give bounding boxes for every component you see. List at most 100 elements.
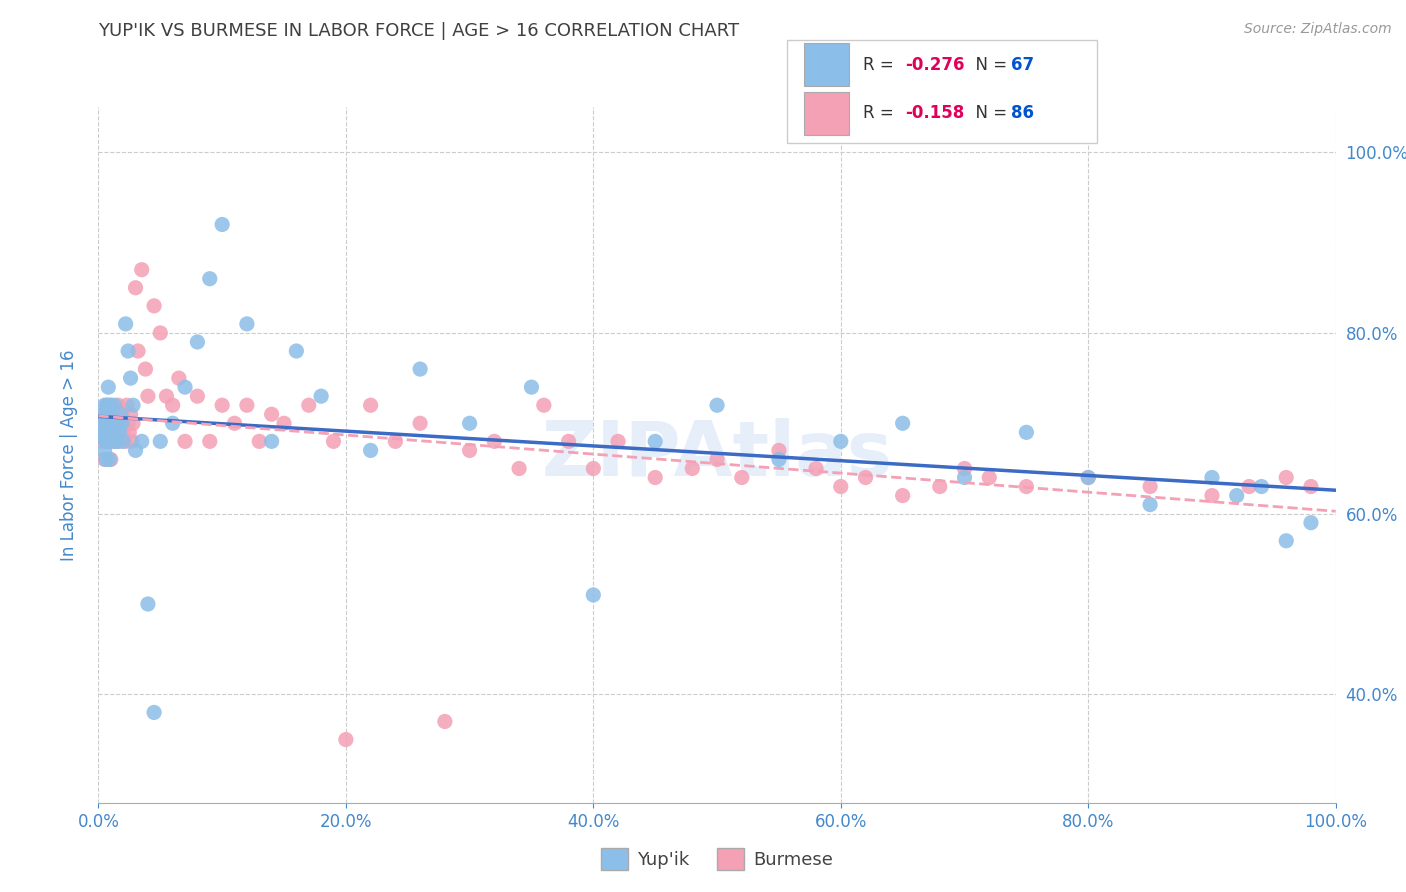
Point	[1237, 479, 1260, 493]
Point	[198, 434, 221, 449]
Point	[100, 417, 122, 431]
Point	[928, 479, 950, 493]
Point	[100, 434, 122, 449]
Point	[174, 380, 197, 394]
Point	[110, 407, 132, 421]
Point	[115, 398, 138, 412]
Point	[285, 344, 308, 359]
Point	[112, 417, 135, 431]
Point	[607, 434, 630, 449]
Point	[120, 371, 142, 385]
Point	[681, 461, 703, 475]
Point	[107, 398, 129, 412]
Point	[484, 434, 506, 449]
Point	[104, 417, 127, 431]
Point	[93, 443, 115, 458]
Y-axis label: In Labor Force | Age > 16: In Labor Force | Age > 16	[59, 349, 77, 561]
Point	[101, 425, 124, 440]
Point	[309, 389, 332, 403]
Point	[1250, 479, 1272, 493]
Point	[143, 706, 166, 720]
Point	[131, 262, 153, 277]
Point	[855, 470, 877, 484]
Point	[520, 380, 543, 394]
Point	[112, 425, 135, 440]
Text: N =: N =	[965, 56, 1012, 74]
Point	[1015, 479, 1038, 493]
Point	[1226, 489, 1249, 503]
Point	[124, 443, 146, 458]
Point	[131, 434, 153, 449]
Point	[174, 434, 197, 449]
Point	[96, 398, 118, 412]
Point	[101, 417, 124, 431]
Point	[111, 417, 134, 431]
Point	[1201, 489, 1223, 503]
Point	[96, 398, 118, 412]
Point	[100, 452, 122, 467]
Point	[94, 417, 117, 431]
Point	[114, 317, 136, 331]
Point	[103, 417, 125, 431]
Point	[162, 417, 184, 431]
Point	[98, 434, 121, 449]
Point	[1275, 533, 1298, 548]
Point	[93, 407, 115, 421]
Point	[105, 434, 128, 449]
Point	[114, 434, 136, 449]
Point	[1077, 470, 1099, 484]
Point	[298, 398, 321, 412]
Point	[211, 218, 233, 232]
Point	[117, 344, 139, 359]
Point	[979, 470, 1001, 484]
Point	[433, 714, 456, 729]
Text: ZIPAtlas: ZIPAtlas	[541, 418, 893, 491]
Point	[118, 425, 141, 440]
Point	[136, 389, 159, 403]
Point	[105, 425, 128, 440]
Point	[149, 326, 172, 340]
Point	[198, 271, 221, 285]
Point	[1201, 470, 1223, 484]
Point	[644, 434, 666, 449]
Point	[97, 434, 120, 449]
Point	[107, 417, 129, 431]
Point	[1299, 516, 1322, 530]
Point	[98, 425, 121, 440]
Point	[582, 461, 605, 475]
Point	[167, 371, 190, 385]
Text: R =: R =	[863, 56, 900, 74]
Point	[830, 479, 852, 493]
Point	[891, 489, 914, 503]
Point	[260, 434, 283, 449]
Point	[236, 398, 259, 412]
Point	[111, 407, 134, 421]
Point	[104, 434, 127, 449]
Point	[93, 407, 115, 421]
Point	[124, 281, 146, 295]
Point	[706, 452, 728, 467]
Point	[186, 334, 208, 349]
Point	[101, 417, 124, 431]
Point	[98, 417, 121, 431]
Point	[360, 398, 382, 412]
Point	[101, 425, 124, 440]
Point	[273, 417, 295, 431]
Point	[120, 407, 142, 421]
Point	[100, 398, 122, 412]
Point	[122, 398, 145, 412]
Text: -0.158: -0.158	[905, 104, 965, 122]
Point	[93, 452, 115, 467]
Point	[108, 434, 131, 449]
Text: 67: 67	[1011, 56, 1033, 74]
Point	[1275, 470, 1298, 484]
Point	[260, 407, 283, 421]
Point	[768, 452, 790, 467]
Point	[127, 344, 149, 359]
Point	[121, 434, 143, 449]
Point	[112, 434, 135, 449]
Point	[804, 461, 827, 475]
Point	[335, 732, 357, 747]
Point	[103, 398, 125, 412]
Point	[508, 461, 530, 475]
